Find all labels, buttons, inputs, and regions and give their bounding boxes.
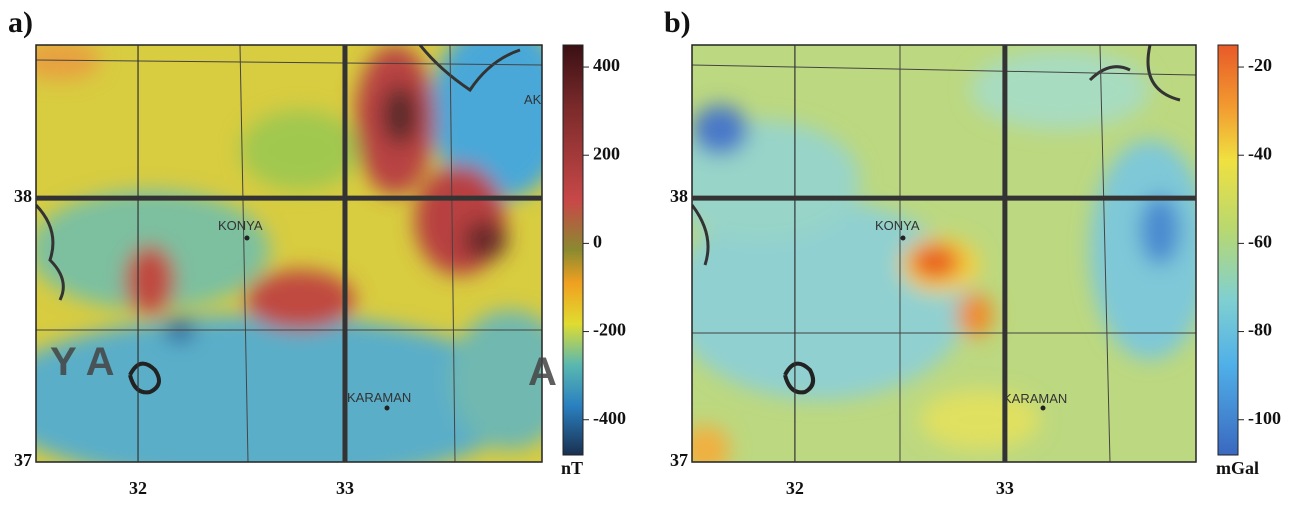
colorbar-tick-label: -100: [1248, 408, 1281, 428]
x-tick-label: 33: [336, 478, 354, 498]
place-label: KONYA: [875, 218, 920, 233]
place-label: KARAMAN: [1003, 391, 1067, 406]
y-tick-label: 38: [670, 186, 688, 206]
colorbar-tick-label: 0: [593, 232, 602, 252]
y-tick-label: 38: [14, 186, 32, 206]
place-marker: [900, 235, 906, 241]
x-tick-label: 33: [996, 478, 1014, 498]
map-b: [692, 45, 1196, 462]
map-a: [36, 45, 542, 462]
minor-graticule: [35, 44, 1197, 463]
place-marker: [384, 405, 390, 411]
panel-label: a): [8, 6, 33, 39]
x-tick-label: 32: [786, 478, 804, 498]
colorbar: [562, 44, 584, 456]
colorbar-tick-label: -60: [1248, 232, 1272, 252]
y-tick-label: 37: [14, 450, 32, 470]
place-label: KARAMAN: [347, 390, 411, 405]
colorbar-unit: nT: [561, 458, 583, 478]
y-tick-label: 37: [670, 450, 688, 470]
colorbar-tick-label: -80: [1248, 320, 1272, 340]
colorbar: [1217, 44, 1239, 456]
panel-label: b): [664, 6, 691, 39]
place-marker: [1040, 405, 1046, 411]
place-label: A: [528, 350, 557, 394]
colorbar-tick-label: 400: [593, 55, 620, 75]
place-label: Y A: [50, 340, 114, 384]
colorbar-tick-label: -20: [1248, 55, 1272, 75]
place-marker: [244, 235, 250, 241]
colorbar-unit: mGal: [1216, 458, 1259, 478]
colorbar-tick-label: 200: [593, 143, 620, 163]
place-label: AK: [524, 92, 542, 107]
colorbar-tick-label: -40: [1248, 143, 1272, 163]
colorbar-tick-label: -400: [593, 408, 626, 428]
colorbar-tick-label: -200: [593, 320, 626, 340]
place-label: KONYA: [218, 218, 263, 233]
x-tick-label: 32: [129, 478, 147, 498]
